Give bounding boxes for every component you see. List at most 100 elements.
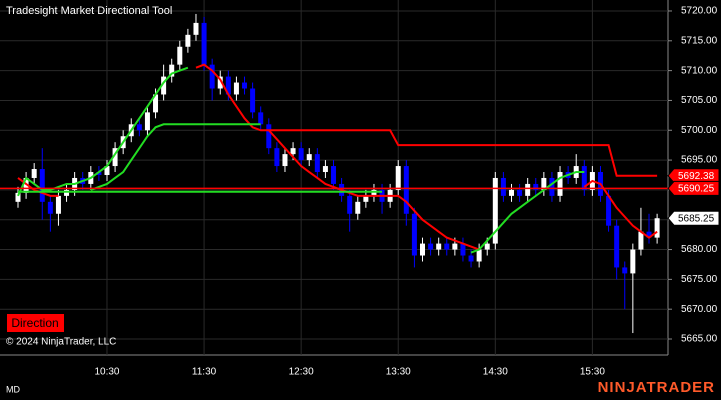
candle-body — [428, 243, 434, 250]
x-tick-label: 12:30 — [289, 367, 314, 378]
candle-body — [136, 124, 142, 131]
candle-body — [201, 22, 207, 65]
candle-body — [355, 201, 361, 214]
y-tick-label: 5675.00 — [681, 274, 718, 285]
chart-title: Tradesight Market Directional Tool — [6, 5, 172, 17]
candle-body — [258, 112, 264, 125]
candle-body — [371, 189, 377, 196]
candle-body — [64, 189, 70, 196]
candle-body — [492, 177, 498, 244]
candle-body — [47, 201, 53, 214]
price-marker — [667, 168, 720, 184]
y-tick-label: 5665.00 — [681, 334, 718, 345]
y-tick-label: 5710.00 — [681, 65, 718, 76]
candle-body — [557, 172, 563, 196]
y-tick-label: 5680.00 — [681, 244, 718, 255]
candle-body — [646, 231, 652, 238]
candle-body — [31, 169, 37, 178]
candle-body — [476, 249, 482, 262]
y-tick-label: 5720.00 — [681, 6, 718, 17]
candle-body — [242, 82, 248, 89]
x-tick-label: 11:30 — [192, 367, 217, 378]
indicator-line — [470, 171, 585, 254]
candle-body — [250, 88, 256, 113]
candle-body — [217, 76, 223, 89]
candle-body — [444, 243, 450, 250]
candle-body — [96, 172, 102, 175]
candle-body — [177, 46, 183, 65]
indicator-line — [268, 129, 480, 251]
candle-body — [460, 243, 466, 256]
candle-body — [395, 166, 401, 190]
y-tick-label: 5715.00 — [681, 35, 718, 46]
copyright: © 2024 NinjaTrader, LLC — [6, 337, 116, 348]
candle-body — [508, 189, 514, 196]
candle-body — [282, 154, 288, 167]
candle-body — [436, 243, 442, 250]
candle-body — [549, 177, 555, 196]
candle-body — [225, 76, 231, 95]
candle-body — [55, 195, 61, 214]
direction-button[interactable] — [7, 314, 64, 332]
candle-body — [654, 218, 660, 238]
candle-body — [411, 213, 417, 256]
candle-body — [161, 76, 167, 95]
candle-body — [500, 177, 506, 196]
candle-body — [468, 255, 474, 262]
candle-body — [153, 94, 159, 113]
x-tick-label: 13:30 — [386, 367, 411, 378]
indicator-line — [90, 123, 261, 191]
direction-button-label[interactable]: Direction — [11, 316, 58, 330]
price-marker-label: 5685.25 — [678, 213, 715, 224]
candle-body — [112, 148, 118, 167]
candle-body — [452, 243, 458, 250]
candle-body — [614, 225, 620, 268]
y-tick-label: 5670.00 — [681, 304, 718, 315]
candle-body — [403, 166, 409, 214]
indicator-line — [17, 66, 189, 197]
candle-body — [290, 148, 296, 155]
y-tick-label: 5695.00 — [681, 155, 718, 166]
candle-body — [209, 64, 215, 89]
candle-body — [233, 82, 239, 95]
candle-body — [274, 148, 280, 167]
candle-body — [306, 154, 312, 161]
brand-logo: NINJATRADER — [598, 379, 715, 396]
candle-body — [331, 166, 337, 184]
candle-body — [581, 166, 587, 190]
candle-body — [314, 154, 320, 173]
candle-body — [185, 34, 191, 47]
price-marker-label: 5690.25 — [678, 184, 715, 195]
candle-body — [347, 195, 353, 214]
candle-body — [169, 64, 175, 77]
x-tick-label: 10:30 — [94, 367, 119, 378]
candle-body — [533, 183, 539, 190]
candle-body — [484, 243, 490, 250]
candle-body — [420, 243, 425, 256]
footer-left: MD — [6, 384, 20, 394]
price-marker — [667, 210, 720, 226]
candle-body — [39, 169, 45, 202]
candle-body — [525, 183, 531, 196]
candle-body — [363, 195, 369, 202]
candle-body — [630, 249, 636, 274]
candle-body — [606, 195, 612, 226]
x-tick-label: 14:30 — [483, 367, 508, 378]
candle-body — [15, 192, 21, 202]
candle-body — [517, 189, 523, 196]
candle-body — [104, 166, 110, 175]
y-tick-label: 5700.00 — [681, 125, 718, 136]
y-tick-label: 5705.00 — [681, 95, 718, 106]
indicator-line — [195, 63, 658, 177]
price-marker-label: 5692.38 — [678, 171, 715, 182]
candle-body — [622, 267, 628, 274]
price-marker — [667, 180, 720, 196]
candle-body — [322, 166, 328, 173]
candle-body — [144, 112, 150, 131]
candle-body — [298, 148, 304, 161]
candle-body — [266, 124, 272, 149]
candle-body — [638, 231, 644, 250]
x-tick-label: 15:30 — [580, 367, 605, 378]
indicator-line — [583, 179, 658, 239]
